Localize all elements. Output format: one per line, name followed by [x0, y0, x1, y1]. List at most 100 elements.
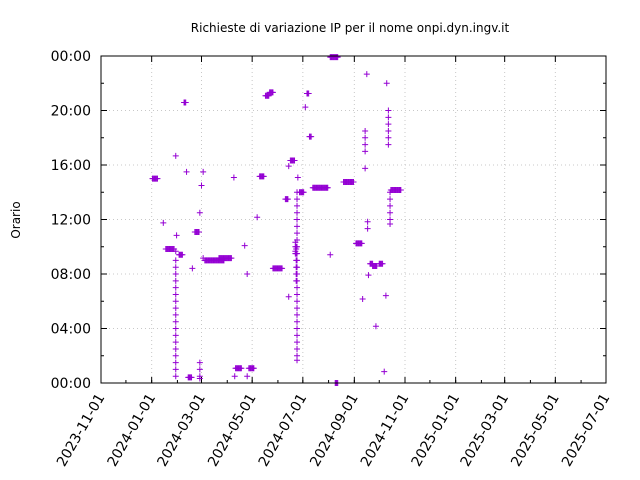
- data-point: [172, 311, 179, 318]
- data-point: [172, 284, 179, 291]
- data-point: [294, 223, 301, 230]
- data-point: [244, 373, 251, 380]
- data-point: [172, 352, 179, 359]
- data-point: [284, 196, 291, 203]
- data-point: [294, 291, 301, 298]
- data-point: [362, 134, 369, 141]
- data-point: [294, 257, 301, 264]
- data-point: [172, 332, 179, 339]
- data-point: [300, 189, 307, 196]
- data-point: [294, 271, 301, 277]
- data-point: [359, 295, 366, 302]
- data-point: [294, 311, 301, 318]
- data-point: [362, 165, 369, 172]
- y-tick-label: 20:00: [51, 104, 91, 120]
- data-point: [294, 216, 301, 223]
- x-tick-label: 2024-01-01: [105, 391, 160, 469]
- data-point: [189, 265, 196, 272]
- data-point: [294, 305, 301, 312]
- data-point: [172, 366, 179, 373]
- data-point: [308, 133, 315, 140]
- chart-title: Richieste di variazione IP per il nome o…: [191, 21, 510, 35]
- data-point: [196, 366, 203, 373]
- data-point: [294, 345, 301, 352]
- x-tick-label: 2025-01-01: [409, 391, 464, 469]
- data-point: [172, 271, 179, 277]
- data-point: [179, 251, 186, 258]
- x-tick-label: 2024-07-01: [256, 391, 311, 469]
- data-point: [294, 174, 301, 181]
- data-point: [350, 179, 357, 186]
- data-point: [172, 152, 179, 159]
- data-point: [172, 291, 179, 298]
- data-point: [385, 114, 392, 121]
- data-point: [381, 368, 388, 375]
- data-point: [372, 323, 379, 330]
- data-point: [302, 104, 309, 111]
- data-point: [327, 251, 334, 258]
- data-point: [362, 141, 369, 148]
- data-point: [183, 168, 190, 175]
- data-point: [294, 332, 301, 339]
- data-point: [385, 141, 392, 148]
- data-point: [294, 243, 301, 250]
- data-point: [269, 89, 276, 96]
- data-point: [385, 134, 392, 141]
- data-points: [149, 54, 404, 386]
- x-tick-label: 2025-07-01: [559, 391, 614, 469]
- x-tick-label: 2025-03-01: [458, 391, 513, 469]
- data-point: [294, 202, 301, 209]
- data-point: [173, 232, 180, 239]
- data-point: [358, 240, 365, 247]
- data-point: [364, 218, 371, 225]
- data-point: [172, 318, 179, 325]
- data-point: [285, 163, 292, 170]
- y-tick-label: 04:00: [51, 322, 91, 338]
- data-point: [230, 174, 237, 181]
- data-point: [294, 318, 301, 325]
- data-point: [324, 184, 331, 191]
- data-point: [364, 225, 371, 232]
- data-point: [241, 242, 248, 249]
- x-tick-label: 2024-11-01: [358, 391, 413, 469]
- y-tick-label: 12:00: [51, 213, 91, 229]
- data-point: [385, 127, 392, 134]
- data-point: [382, 292, 389, 299]
- data-point: [172, 264, 179, 271]
- data-point: [363, 71, 370, 78]
- data-point: [385, 121, 392, 128]
- data-point: [387, 196, 394, 203]
- data-point: [285, 293, 292, 300]
- data-point: [294, 230, 301, 237]
- data-point: [188, 374, 195, 381]
- data-point: [254, 214, 261, 221]
- data-point: [196, 375, 203, 382]
- data-point: [397, 186, 404, 193]
- data-point: [196, 359, 203, 366]
- data-point: [291, 157, 298, 164]
- data-point: [172, 339, 179, 346]
- data-point: [172, 305, 179, 312]
- data-point: [362, 127, 369, 134]
- data-point: [172, 325, 179, 332]
- plot-frame: [100, 55, 607, 384]
- data-point: [265, 92, 272, 99]
- data-point: [172, 277, 179, 284]
- y-tick-label: 00:00: [51, 49, 91, 65]
- data-point: [294, 196, 301, 203]
- x-tick-label: 2024-03-01: [154, 391, 209, 469]
- x-tick-label: 2023-11-01: [54, 391, 109, 469]
- data-point: [172, 345, 179, 352]
- data-point: [200, 168, 207, 175]
- data-point: [172, 298, 179, 305]
- data-point: [379, 260, 386, 267]
- data-point: [244, 271, 251, 277]
- data-point: [294, 209, 301, 216]
- y-axis-label: Orario: [9, 201, 23, 238]
- data-point: [196, 228, 203, 235]
- data-point: [294, 325, 301, 332]
- data-point: [172, 257, 179, 264]
- data-point: [160, 219, 167, 226]
- data-point: [387, 202, 394, 209]
- data-point: [196, 209, 203, 216]
